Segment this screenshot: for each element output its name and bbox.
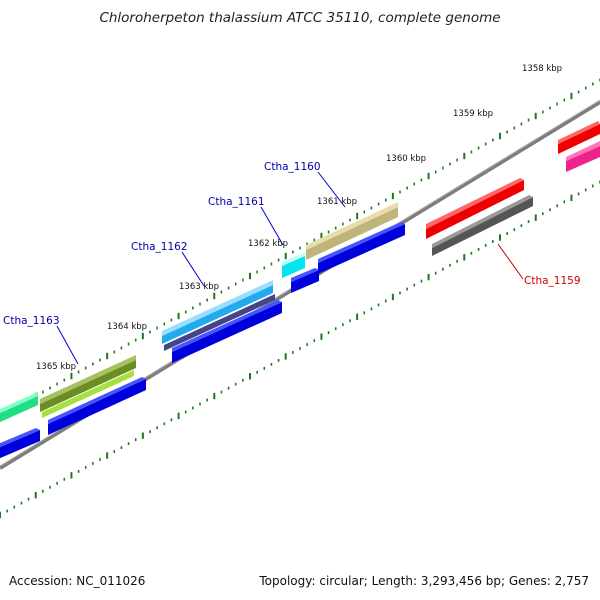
- gene-labels: Ctha_1159 Ctha_1160 Ctha_1161 Ctha_1162 …: [3, 161, 581, 327]
- gene-ctha-1160[interactable]: [282, 202, 398, 278]
- gene-right-red[interactable]: [558, 121, 600, 172]
- gene-label-ctha-1163[interactable]: Ctha_1163: [3, 315, 60, 327]
- gene-ctha-1159[interactable]: [426, 178, 533, 256]
- gene-ctha-1161[interactable]: [162, 280, 275, 351]
- gene-label-ctha-1160[interactable]: Ctha_1160: [264, 161, 321, 173]
- label-connectors: [56, 171, 524, 365]
- gene-label-ctha-1162[interactable]: Ctha_1162: [131, 241, 188, 253]
- ruler-label: 1362 kbp: [248, 239, 288, 249]
- outer-ruler-ticks: [0, 78, 600, 420]
- gene-ctha-1163[interactable]: [0, 392, 38, 423]
- genome-summary-text: Topology: circular; Length: 3,293,456 bp…: [259, 574, 589, 588]
- map-title: Chloroherpeton thalassium ATCC 35110, co…: [99, 10, 501, 26]
- ruler-label: 1360 kbp: [386, 154, 426, 164]
- ruler-label: 1363 kbp: [179, 282, 219, 292]
- accession-text: Accession: NC_011026: [9, 574, 146, 588]
- ruler-labels: 1358 kbp 1359 kbp 1360 kbp 1361 kbp 1362…: [36, 64, 562, 372]
- ruler-label: 1359 kbp: [453, 109, 493, 119]
- gene-label-ctha-1159[interactable]: Ctha_1159: [524, 275, 581, 287]
- gene-ctha-1162[interactable]: [40, 355, 136, 418]
- ruler-label: 1358 kbp: [522, 64, 562, 74]
- ruler-label: 1365 kbp: [36, 362, 76, 372]
- ruler-label: 1364 kbp: [107, 322, 147, 332]
- gene-label-ctha-1161[interactable]: Ctha_1161: [208, 196, 265, 208]
- ruler-label: 1361 kbp: [317, 197, 357, 207]
- inner-ruler-ticks: [0, 180, 600, 519]
- cds-blocks: [0, 222, 405, 459]
